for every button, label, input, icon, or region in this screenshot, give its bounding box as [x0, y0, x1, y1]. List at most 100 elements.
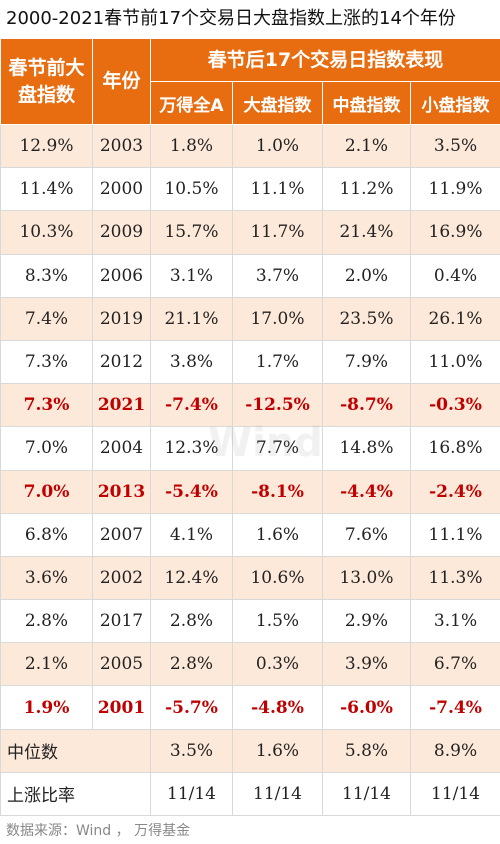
cell-c4: -0.3%	[409, 383, 500, 428]
cell-year: 2006	[92, 253, 151, 298]
cell-c2: 11.1%	[232, 167, 323, 212]
cell-before: 7.4%	[0, 296, 93, 341]
cell-c1: 4.1%	[150, 512, 233, 557]
cell-before: 7.0%	[0, 469, 93, 514]
median-row: 中位数 3.5% 1.6% 5.8% 8.9%	[0, 728, 500, 773]
cell-c4: 11.3%	[409, 555, 500, 601]
cell-year: 2005	[92, 642, 151, 687]
cell-before: 1.9%	[0, 685, 93, 730]
table-row: 10.3% 2009 15.7% 11.7% 21.4% 16.9%	[0, 210, 500, 255]
cell-before: 6.8%	[0, 512, 93, 557]
cell-c4: 11.9%	[409, 167, 500, 212]
cell-c3: 11.2%	[322, 167, 411, 212]
cell-c3: -4.4%	[322, 469, 411, 514]
cell-year: 2001	[92, 685, 151, 730]
table-row: 2.1% 2005 2.8% 0.3% 3.9% 6.7%	[0, 642, 500, 687]
header-year: 年份	[92, 38, 151, 125]
cell-year: 2021	[92, 383, 151, 428]
cell-c3: -6.0%	[322, 685, 411, 730]
cell-c1: 15.7%	[150, 210, 233, 255]
table-row: 7.3% 2012 3.8% 1.7% 7.9% 11.0%	[0, 339, 500, 385]
cell-c4: 0.4%	[409, 253, 500, 298]
cell-c1: -5.7%	[150, 685, 233, 730]
cell-c3: 2.1%	[322, 123, 411, 169]
cell-c2: 7.7%	[232, 426, 323, 471]
wind-watermark: Wind	[208, 420, 323, 466]
table-row: 12.9% 2003 1.8% 1.0% 2.1% 3.5%	[0, 123, 500, 169]
cell-c3: 21.4%	[322, 210, 411, 255]
ratio-row-label: 上涨比率	[0, 771, 151, 817]
cell-c1: 11/14	[150, 771, 233, 817]
cell-c3: 23.5%	[322, 296, 411, 341]
cell-c2: 11/14	[232, 771, 323, 817]
cell-year: 2009	[92, 210, 151, 255]
cell-year: 2017	[92, 599, 151, 644]
cell-c1: 10.5%	[150, 167, 233, 212]
cell-c4: 16.8%	[409, 426, 500, 471]
cell-c2: 1.7%	[232, 339, 323, 385]
cell-c3: 11/14	[322, 771, 411, 817]
cell-c1: 3.8%	[150, 339, 233, 385]
cell-c1: 21.1%	[150, 296, 233, 341]
cell-c2: 1.6%	[232, 728, 323, 773]
table-row: 7.0% 2004 12.3% 7.7% 14.8% 16.8%	[0, 426, 500, 471]
cell-year: 2019	[92, 296, 151, 341]
ratio-row: 上涨比率 11/14 11/14 11/14 11/14	[0, 771, 500, 817]
cell-c2: 11.7%	[232, 210, 323, 255]
table-row: 7.0% 2013 -5.4% -8.1% -4.4% -2.4%	[0, 469, 500, 514]
median-row-label: 中位数	[0, 728, 151, 773]
cell-c4: 11.1%	[409, 512, 500, 557]
cell-c3: 3.9%	[322, 642, 411, 687]
cell-c2: 1.0%	[232, 123, 323, 169]
cell-c2: 3.7%	[232, 253, 323, 298]
header-before-holiday: 春节前大盘指数	[0, 38, 93, 125]
table-body: 12.9% 2003 1.8% 1.0% 2.1% 3.5% 11.4% 2000 10.5% 1…	[0, 123, 500, 817]
cell-before: 2.1%	[0, 642, 93, 687]
cell-c1: -7.4%	[150, 383, 233, 428]
cell-c4: 6.7%	[409, 642, 500, 687]
cell-year: 2013	[92, 469, 151, 514]
table-row: 2.8% 2017 2.8% 1.5% 2.9% 3.1%	[0, 599, 500, 644]
cell-year: 2004	[92, 426, 151, 471]
cell-before: 7.3%	[0, 339, 93, 385]
cell-c2: 1.5%	[232, 599, 323, 644]
cell-c2: -4.8%	[232, 685, 323, 730]
cell-c2: -8.1%	[232, 469, 323, 514]
cell-c1: 3.5%	[150, 728, 233, 773]
cell-before: 10.3%	[0, 210, 93, 255]
table-row: 11.4% 2000 10.5% 11.1% 11.2% 11.9%	[0, 167, 500, 212]
cell-c3: 5.8%	[322, 728, 411, 773]
header-mid-cap: 中盘指数	[322, 81, 411, 125]
table-title: 2000-2021春节前17个交易日大盘指数上涨的14个年份	[6, 8, 456, 29]
cell-c4: 26.1%	[409, 296, 500, 341]
cell-before: 11.4%	[0, 167, 93, 212]
cell-before: 8.3%	[0, 253, 93, 298]
cell-c4: 11.0%	[409, 339, 500, 385]
cell-c1: 12.3%	[150, 426, 233, 471]
cell-before: 2.8%	[0, 599, 93, 644]
cell-c1: 2.8%	[150, 599, 233, 644]
cell-c3: 2.9%	[322, 599, 411, 644]
table-row: 7.4% 2019 21.1% 17.0% 23.5% 26.1%	[0, 296, 500, 341]
cell-c1: 3.1%	[150, 253, 233, 298]
cell-c3: 2.0%	[322, 253, 411, 298]
table-row: 3.6% 2002 12.4% 10.6% 13.0% 11.3%	[0, 555, 500, 601]
cell-c4: 16.9%	[409, 210, 500, 255]
cell-c2: 17.0%	[232, 296, 323, 341]
cell-c4: -2.4%	[409, 469, 500, 514]
header-after-holiday: 春节后17个交易日指数表现	[149, 38, 500, 82]
cell-c4: 8.9%	[409, 728, 500, 773]
cell-c3: 7.9%	[322, 339, 411, 385]
table-row: 8.3% 2006 3.1% 3.7% 2.0% 0.4%	[0, 253, 500, 298]
cell-c4: -7.4%	[409, 685, 500, 730]
cell-c4: 3.1%	[409, 599, 500, 644]
table-row: 6.8% 2007 4.1% 1.6% 7.6% 11.1%	[0, 512, 500, 557]
cell-before: 7.3%	[0, 383, 93, 428]
cell-c2: -12.5%	[232, 383, 323, 428]
cell-c1: 1.8%	[150, 123, 233, 169]
cell-c3: -8.7%	[322, 383, 411, 428]
cell-c3: 14.8%	[322, 426, 411, 471]
cell-year: 2007	[92, 512, 151, 557]
header-large-cap: 大盘指数	[232, 81, 323, 125]
cell-year: 2003	[92, 123, 151, 169]
